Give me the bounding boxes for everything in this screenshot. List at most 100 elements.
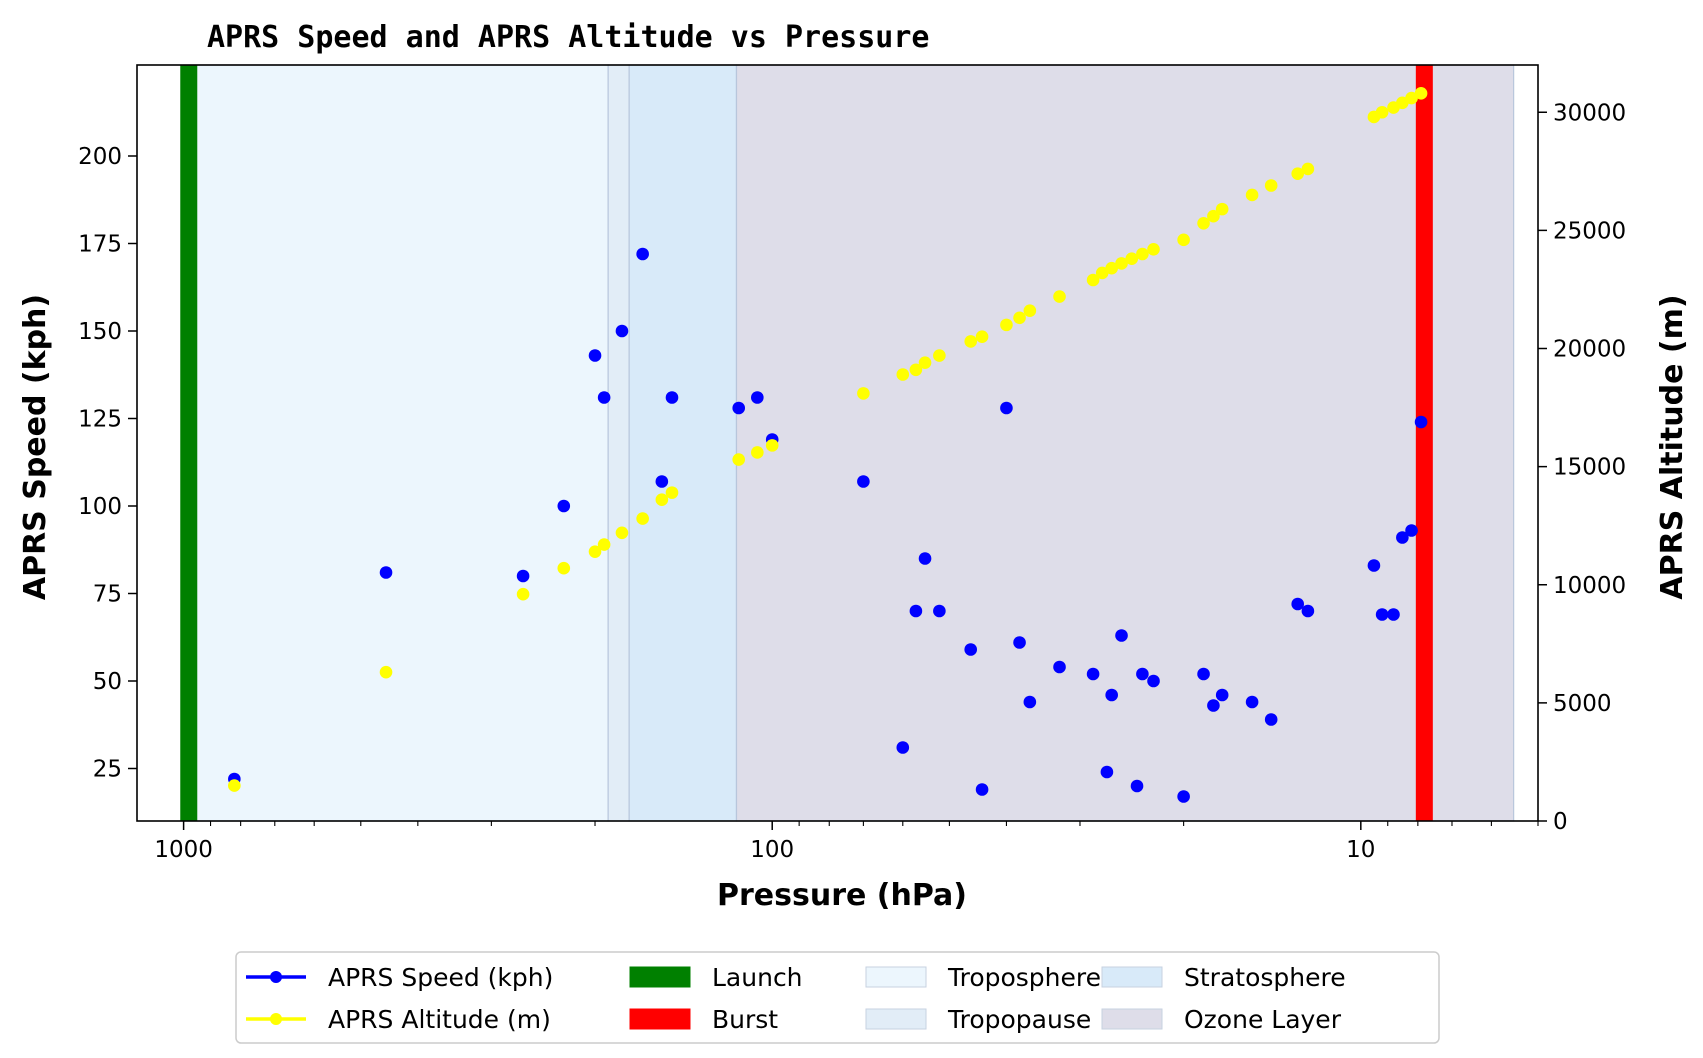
legend-stratosphere-label: Stratosphere (1184, 963, 1346, 992)
altitude-point (1147, 242, 1160, 256)
speed-point (1013, 636, 1026, 649)
speed-point (857, 475, 870, 488)
altitude-point (1291, 167, 1305, 180)
plot-frame (136, 64, 1539, 822)
speed-point (1375, 608, 1389, 621)
y-left-tick-label: 25 (93, 757, 122, 783)
speed-point (636, 247, 649, 261)
axes: 1000 100 10 25 50 75 100 125 150 175 200 0 5000 10000… (78, 100, 1626, 863)
legend-troposphere-swatch (865, 966, 927, 988)
speed-point (1264, 713, 1278, 726)
altitude-point (896, 368, 910, 381)
legend-tropopause-label: Tropopause (947, 1005, 1091, 1034)
speed-point (1387, 608, 1400, 621)
span-tropopause (607, 64, 630, 822)
speed-point (1147, 674, 1160, 688)
altitude-point (636, 512, 649, 525)
span-stratosphere (628, 64, 738, 822)
altitude-point (1053, 290, 1066, 303)
speed-point (1086, 667, 1100, 681)
altitude-point (1245, 188, 1259, 202)
span-troposphere (183, 64, 609, 822)
altitude-point (1023, 304, 1037, 318)
altitude-point (765, 439, 779, 452)
speed-point (1100, 765, 1114, 779)
speed-point (516, 569, 530, 583)
legend-ozone-layer-label: Ozone Layer (1184, 1005, 1342, 1034)
altitude-point (1177, 233, 1190, 247)
speed-point (909, 604, 923, 618)
legend: APRS Speed (kph) APRS Altitude (m) Launch B… (235, 951, 1440, 1044)
altitude-point (516, 587, 530, 601)
speed-point (655, 475, 669, 488)
y-right-tick-label: 30000 (1553, 100, 1626, 126)
speed-point (1245, 695, 1259, 709)
y-right-tick-label: 10000 (1553, 573, 1626, 599)
altitude-point (1414, 87, 1428, 100)
legend-burst-label: Burst (712, 1005, 778, 1034)
altitude-point (379, 665, 393, 679)
legend-tropopause-swatch (865, 1008, 927, 1030)
y-right-tick-label: 25000 (1553, 218, 1626, 244)
altitude-point (588, 545, 602, 558)
y-left-tick-label: 200 (78, 144, 122, 170)
altitude-point (665, 486, 679, 499)
y-left-tick-label: 150 (78, 319, 122, 345)
speed-point (975, 783, 989, 796)
legend-ozone-layer-swatch (1101, 1008, 1163, 1030)
legend-stratosphere-swatch (1101, 966, 1163, 988)
speed-point (1115, 629, 1128, 642)
y-axis-left-label: APRS Speed (kph) (18, 294, 53, 600)
speed-point (1291, 597, 1305, 611)
legend-aprs-altitude-m-marker (270, 1013, 282, 1025)
y-left-tick-label: 100 (78, 494, 122, 520)
speed-point (1177, 790, 1190, 803)
speed-point (665, 391, 679, 404)
altitude-point (933, 349, 946, 362)
altitude-point (655, 493, 669, 507)
speed-point (1136, 667, 1149, 681)
y-right-tick-label: 5000 (1553, 691, 1612, 717)
altitude-point (909, 363, 923, 377)
altitude-point (1115, 257, 1128, 270)
speed-point (1197, 667, 1210, 681)
speed-point (964, 643, 978, 656)
event-lines (180, 65, 1433, 821)
altitude-point (732, 453, 746, 466)
speed-point (1367, 559, 1381, 572)
altitude-point (1215, 202, 1229, 216)
legend-launch-swatch (629, 966, 691, 988)
altitude-point (1095, 266, 1109, 280)
speed-point (557, 499, 571, 513)
altitude-point (1105, 261, 1118, 275)
legend-launch-label: Launch (712, 963, 803, 992)
speed-point (1207, 699, 1220, 712)
altitude-point (1136, 247, 1149, 261)
altitude-point (918, 356, 932, 369)
span-ozone-layer (735, 64, 1515, 822)
altitude-point (751, 446, 764, 459)
speed-point (588, 349, 602, 362)
speed-point (1000, 401, 1013, 415)
altitude-point (228, 779, 241, 792)
legend-aprs-altitude-m-label: APRS Altitude (m) (328, 1005, 551, 1034)
x-tick-label: 1000 (154, 837, 213, 863)
altitude-point (1301, 162, 1315, 176)
y-left-tick-label: 50 (93, 669, 122, 695)
background-spans (183, 64, 1515, 822)
speed-point (1215, 688, 1229, 702)
speed-point (1414, 415, 1428, 429)
y-right-tick-label: 20000 (1553, 337, 1626, 363)
speed-point (597, 391, 611, 404)
speed-point (1023, 695, 1037, 709)
x-tick-label: 10 (1346, 837, 1375, 863)
legend-burst-swatch (629, 1008, 691, 1030)
legend-aprs-speed-kph-marker (270, 971, 282, 983)
y-axis-right-label: APRS Altitude (m) (1655, 294, 1690, 599)
altitude-point (1197, 216, 1210, 230)
x-tick-label: 100 (750, 837, 794, 863)
x-axis-label: Pressure (hPa) (717, 878, 967, 913)
speed-point (1130, 779, 1144, 793)
y-right-tick-label: 0 (1553, 809, 1568, 835)
